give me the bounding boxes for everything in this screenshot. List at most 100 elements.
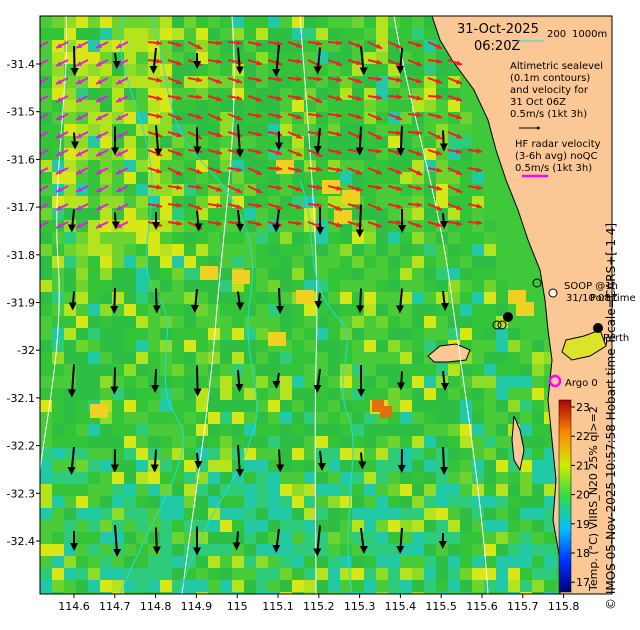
sst-cell	[196, 304, 208, 316]
sst-cell	[448, 496, 460, 508]
sst-cell	[292, 196, 304, 208]
sst-cell	[88, 388, 100, 400]
hf-arrow	[40, 203, 49, 210]
altimetry-arrow-head	[70, 68, 79, 76]
sst-cell	[472, 316, 484, 328]
hf-arrow-head	[476, 148, 482, 154]
sst-cell	[388, 340, 400, 352]
sst-cell	[220, 364, 232, 376]
sst-cell	[64, 424, 76, 436]
sst-cell	[88, 556, 100, 568]
hf-arrow-head	[336, 167, 342, 173]
sst-cell	[280, 100, 292, 112]
sst-cell	[520, 412, 532, 424]
sst-cell	[280, 316, 292, 328]
sst-cell	[160, 16, 172, 28]
sst-cell	[268, 232, 280, 244]
sst-cell	[400, 496, 412, 508]
sst-cell	[64, 232, 76, 244]
sst-cell	[484, 520, 496, 532]
sst-cell	[244, 412, 256, 424]
sst-cell	[376, 292, 388, 304]
sst-cell	[76, 412, 88, 424]
sst-cell	[184, 88, 196, 100]
sst-cell	[136, 220, 148, 232]
sst-cell	[328, 244, 340, 256]
sst-cell	[148, 244, 160, 256]
hf-arrow-head	[116, 43, 122, 48]
sst-cell	[100, 244, 112, 256]
sst-cell	[472, 556, 484, 568]
sst-cell	[208, 364, 220, 376]
sst-cell	[388, 16, 400, 28]
sst-cell	[304, 472, 316, 484]
sst-cell	[472, 412, 484, 424]
sst-cell	[352, 436, 364, 448]
sst-cell	[400, 256, 412, 268]
y-tick-label: -31.5	[7, 106, 35, 119]
sst-cell	[100, 316, 112, 328]
sst-cell	[268, 472, 280, 484]
sst-cell	[244, 484, 256, 496]
hf-arrow-head	[116, 133, 122, 138]
sst-cell	[340, 592, 352, 594]
sst-cell	[232, 520, 244, 532]
altimetry-arrow-head	[439, 143, 448, 152]
sst-cell	[532, 376, 544, 388]
hf-arrow-head	[56, 97, 62, 102]
sst-cell	[100, 508, 112, 520]
y-tick-label: -32.4	[7, 535, 35, 548]
argo-label: Argo 0	[565, 378, 598, 389]
hf-arrow-head	[76, 187, 82, 192]
sst-cell	[52, 64, 64, 76]
sst-cell	[220, 172, 232, 184]
sst-cell	[400, 412, 412, 424]
hf-arrow-head	[336, 60, 342, 66]
sst-cell	[400, 232, 412, 244]
sst-cell	[460, 532, 472, 544]
sst-cell	[52, 532, 64, 544]
sst-cell	[460, 268, 472, 280]
sst-cell	[448, 316, 460, 328]
colorbar-tick-label: 18	[576, 547, 590, 560]
sst-cell	[376, 544, 388, 556]
hf-arrow-head	[356, 42, 362, 48]
sst-cell	[424, 100, 436, 112]
sst-cell	[64, 520, 76, 532]
sst-cell	[172, 388, 184, 400]
hf-arrow-head	[396, 169, 402, 175]
sst-cell	[76, 64, 88, 76]
hf-arrow-head	[316, 184, 322, 190]
hf-arrow-head	[456, 133, 462, 139]
sst-cell	[448, 520, 460, 532]
sst-cell	[52, 340, 64, 352]
altimetry-arrow-head	[68, 302, 77, 311]
sst-cell	[124, 256, 136, 268]
sst-cell	[364, 424, 376, 436]
sst-cell	[328, 256, 340, 268]
sst-cell	[88, 184, 100, 196]
sst-cell	[316, 340, 328, 352]
hf-arrow-head	[196, 94, 202, 100]
sst-cell	[124, 292, 136, 304]
sst-cell	[208, 436, 220, 448]
sst-cell	[196, 424, 208, 436]
sst-cell	[244, 244, 256, 256]
hf-arrow-head	[296, 42, 302, 48]
sst-cell	[40, 304, 52, 316]
sst-cell	[400, 592, 412, 594]
sst-cell	[124, 280, 136, 292]
sst-cell	[340, 280, 352, 292]
sst-cell	[100, 568, 112, 580]
sst-cell	[364, 340, 376, 352]
sst-cell	[340, 292, 352, 304]
sst-cell	[256, 280, 268, 292]
sst-cell	[460, 412, 472, 424]
sst-cell	[364, 100, 376, 112]
sst-cell	[184, 508, 196, 520]
sst-cell	[544, 532, 556, 544]
sst-cell	[496, 532, 508, 544]
hf-arrow-head	[416, 202, 422, 208]
sst-cell	[76, 232, 88, 244]
